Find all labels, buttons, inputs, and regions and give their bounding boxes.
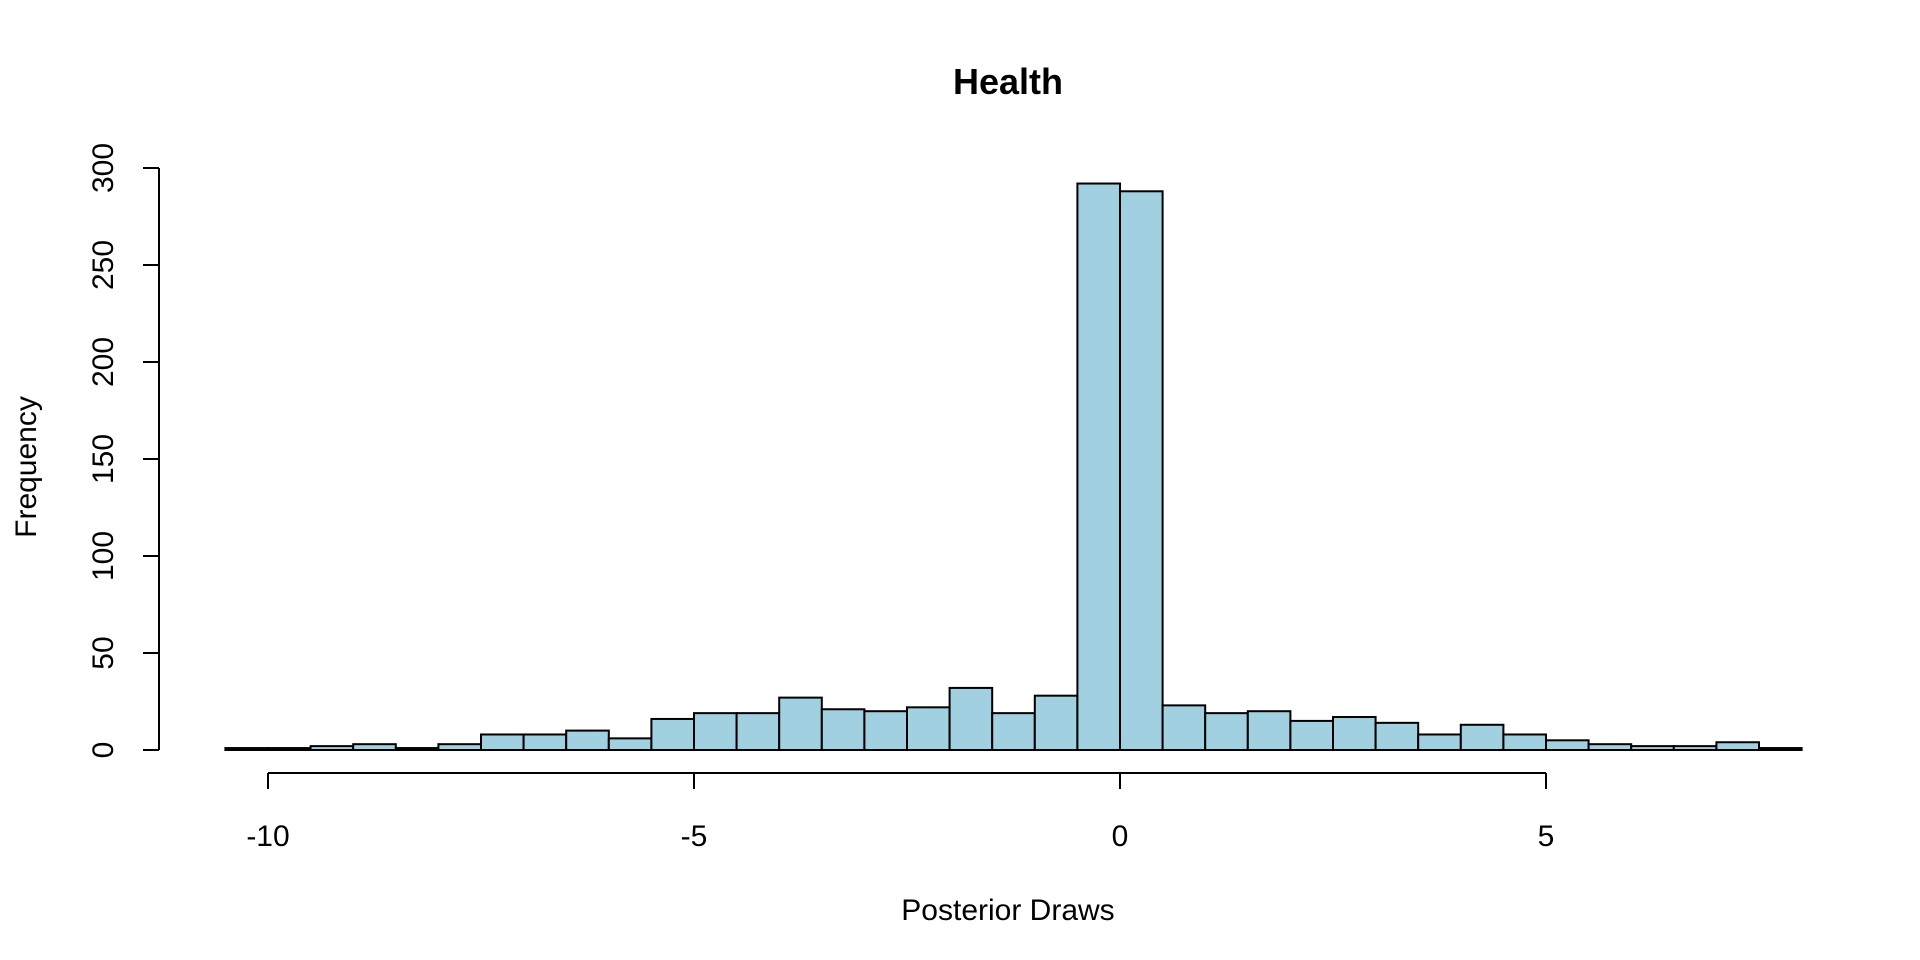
histogram-bar: [1332, 716, 1377, 752]
histogram-bar: [820, 708, 866, 752]
histogram-bar: [309, 745, 355, 751]
chart-title: Health: [953, 61, 1063, 102]
histogram-bar: [1502, 733, 1548, 751]
x-tick-label: -5: [681, 820, 708, 853]
histogram-bar: [1161, 704, 1207, 752]
histogram-bar: [948, 686, 994, 751]
y-axis: 0 50 100 150 200 250 300: [87, 143, 160, 759]
histogram-bar: [1630, 745, 1675, 751]
y-tick-label: 250: [87, 240, 120, 290]
histogram-bar: [1119, 190, 1164, 751]
histogram-bar: [437, 743, 482, 751]
y-tick-label: 150: [87, 434, 120, 484]
histogram-bar: [522, 733, 568, 751]
histogram-bar: [352, 743, 397, 751]
histogram-bar: [1289, 719, 1335, 752]
histogram-bar: [1204, 712, 1249, 752]
histogram-bar: [1545, 739, 1590, 751]
histogram-bar: [1758, 747, 1803, 751]
histogram-bar: [1715, 741, 1761, 751]
histogram-bar: [1417, 733, 1462, 751]
histogram-bar: [1374, 721, 1420, 752]
histogram-bar: [1587, 743, 1633, 751]
histogram-bar: [565, 729, 610, 751]
histogram-bar: [1033, 694, 1079, 751]
histogram-bar: [224, 747, 269, 751]
y-tick-label: 200: [87, 337, 120, 387]
histogram-bar: [267, 747, 312, 751]
y-tick-label: 50: [87, 636, 120, 669]
y-tick-label: 0: [87, 742, 120, 759]
histogram-bar: [863, 710, 909, 752]
histogram-bar: [650, 717, 696, 752]
histogram-bar: [394, 747, 440, 751]
histogram-bar: [906, 706, 951, 752]
histogram-bars: [224, 182, 1803, 752]
y-axis-label: Frequency: [10, 396, 43, 538]
x-tick-label: 0: [1112, 820, 1129, 853]
histogram-bar: [778, 696, 823, 751]
y-tick-label: 100: [87, 531, 120, 581]
histogram-bar: [1246, 710, 1292, 752]
x-axis-label: Posterior Draws: [901, 894, 1114, 927]
histogram-bar: [1459, 723, 1505, 752]
histogram-bar: [735, 712, 781, 752]
histogram-bar: [991, 712, 1036, 752]
histogram-bar: [693, 712, 738, 752]
y-tick-label: 300: [87, 143, 120, 193]
x-tick-label: 5: [1538, 820, 1555, 853]
histogram-bar: [1076, 182, 1122, 751]
x-tick-label: -10: [246, 820, 289, 853]
histogram-bar: [607, 737, 653, 751]
x-axis: -10 -5 0 5: [246, 772, 1555, 853]
histogram-bar: [1672, 745, 1718, 751]
histogram-bar: [480, 733, 525, 751]
